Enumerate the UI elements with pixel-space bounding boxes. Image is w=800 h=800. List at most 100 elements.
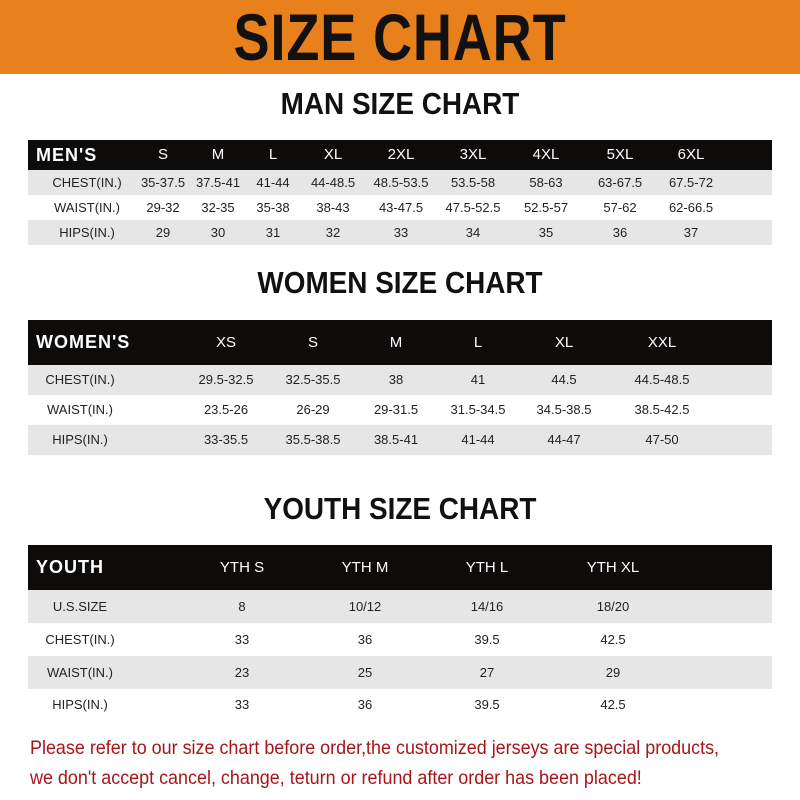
measurement-value: 29 [155, 225, 171, 240]
youth-size-table: YOUTH YTH S YTH M YTH L YTH XL U.S.SIZE 8 10/12… [28, 545, 772, 721]
measurement-label: U.S.SIZE [52, 599, 108, 614]
size-header: 3XL [459, 146, 487, 163]
measurement-value: 35-37.5 [140, 175, 186, 190]
measurement-value: 62-66.5 [668, 200, 714, 215]
size-header: XL [323, 146, 343, 163]
measurement-value: 44.5-48.5 [634, 372, 690, 387]
measurement-value: 32.5-35.5 [285, 372, 341, 387]
measurement-value: 47-50 [645, 432, 679, 447]
measurement-value: 33 [234, 697, 250, 712]
measurement-label: HIPS(IN.) [52, 432, 108, 447]
measurement-value: 63-67.5 [597, 175, 643, 190]
table-row: CHEST(IN.) 29.5-32.5 32.5-35.5 38 41 44.5 44.5… [28, 365, 772, 395]
size-header: M [211, 146, 225, 163]
measurement-value: 23.5-26 [203, 402, 249, 417]
table-header-row: WOMEN'S XS S M L XL XXL [28, 320, 772, 365]
size-header: L [268, 146, 278, 163]
measurement-label: CHEST(IN.) [52, 175, 122, 190]
measurement-value: 42.5 [600, 632, 626, 647]
table-row: CHEST(IN.) 33 36 39.5 42.5 [28, 623, 772, 656]
measurement-value: 47.5-52.5 [445, 200, 501, 215]
measurement-value: 52.5-57 [523, 200, 569, 215]
measurement-value: 38.5-41 [373, 432, 419, 447]
measurement-value: 35.5-38.5 [285, 432, 341, 447]
measurement-value: 26-29 [296, 402, 330, 417]
size-header: S [307, 334, 319, 351]
table-row: CHEST(IN.) 35-37.5 37.5-41 41-44 44-48.5 48.5… [28, 170, 772, 195]
measurement-value: 41-44 [256, 175, 290, 190]
table-corner-label: MEN'S [36, 145, 98, 165]
size-header: XS [215, 334, 237, 351]
size-header: 6XL [677, 146, 705, 163]
measurement-label: HIPS(IN.) [52, 697, 108, 712]
measurement-value: 18/20 [596, 599, 630, 614]
measurement-value: 53.5-58 [450, 175, 496, 190]
measurement-label: CHEST(IN.) [45, 372, 115, 387]
table-header-row: MEN'S S M L XL 2XL 3XL 4XL 5XL 6XL [28, 140, 772, 170]
measurement-value: 31 [265, 225, 281, 240]
measurement-value: 44-47 [547, 432, 581, 447]
table-row: HIPS(IN.) 33-35.5 35.5-38.5 38.5-41 41-44 44-… [28, 425, 772, 455]
size-header: YTH XL [586, 559, 640, 576]
size-header: XL [554, 334, 574, 351]
measurement-label: WAIST(IN.) [54, 200, 120, 215]
measurement-value: 42.5 [600, 697, 626, 712]
men-size-table: MEN'S S M L XL 2XL 3XL 4XL 5XL 6XL CHEST(IN.) 35-37… [28, 140, 772, 245]
table-corner-label: WOMEN'S [36, 332, 131, 352]
measurement-label: WAIST(IN.) [47, 665, 113, 680]
size-header: 4XL [532, 146, 560, 163]
measurement-value: 34.5-38.5 [536, 402, 592, 417]
measurement-value: 29.5-32.5 [198, 372, 254, 387]
measurement-value: 37 [683, 225, 699, 240]
order-notice-line-1: Please refer to our size chart before or… [30, 737, 720, 759]
measurement-value: 67.5-72 [668, 175, 714, 190]
size-header: YTH M [341, 559, 389, 576]
measurement-value: 43-47.5 [378, 200, 424, 215]
size-header: XXL [647, 334, 677, 351]
measurement-value: 48.5-53.5 [373, 175, 429, 190]
measurement-value: 30 [210, 225, 226, 240]
measurement-value: 35 [538, 225, 554, 240]
men-chart-title: MAN SIZE CHART [280, 86, 520, 121]
measurement-label: CHEST(IN.) [45, 632, 115, 647]
table-row: HIPS(IN.) 33 36 39.5 42.5 [28, 689, 772, 721]
order-notice: Please refer to our size chart before or… [30, 733, 719, 793]
size-header: 5XL [606, 146, 634, 163]
measurement-label: WAIST(IN.) [47, 402, 113, 417]
measurement-value: 58-63 [529, 175, 563, 190]
banner-title: SIZE CHART [233, 0, 567, 74]
measurement-value: 23 [234, 665, 250, 680]
measurement-value: 10/12 [348, 599, 382, 614]
measurement-value: 32 [325, 225, 341, 240]
measurement-value: 33 [393, 225, 409, 240]
table-row: WAIST(IN.) 23.5-26 26-29 29-31.5 31.5-34.5 34… [28, 395, 772, 425]
measurement-value: 38 [388, 372, 404, 387]
measurement-value: 39.5 [474, 697, 500, 712]
measurement-value: 41-44 [461, 432, 495, 447]
youth-chart-title: YOUTH SIZE CHART [263, 491, 537, 526]
measurement-value: 44-48.5 [310, 175, 356, 190]
measurement-value: 31.5-34.5 [450, 402, 506, 417]
measurement-value: 38-43 [316, 200, 350, 215]
measurement-value: 8 [238, 599, 246, 614]
measurement-value: 36 [357, 697, 373, 712]
measurement-value: 35-38 [256, 200, 290, 215]
measurement-value: 29-31.5 [373, 402, 419, 417]
measurement-value: 37.5-41 [195, 175, 241, 190]
measurement-value: 14/16 [470, 599, 504, 614]
measurement-value: 27 [479, 665, 495, 680]
table-row: WAIST(IN.) 29-32 32-35 35-38 38-43 43-47.5 47.… [28, 195, 772, 220]
measurement-value: 36 [357, 632, 373, 647]
measurement-value: 29 [605, 665, 621, 680]
order-notice-line-2: we don't accept cancel, change, teturn o… [30, 767, 642, 789]
table-header-row: YOUTH YTH S YTH M YTH L YTH XL [28, 545, 772, 590]
measurement-label: HIPS(IN.) [59, 225, 115, 240]
measurement-value: 44.5 [551, 372, 577, 387]
measurement-value: 34 [465, 225, 481, 240]
size-header: YTH S [219, 559, 265, 576]
measurement-value: 38.5-42.5 [634, 402, 690, 417]
measurement-value: 32-35 [201, 200, 235, 215]
measurement-value: 33 [234, 632, 250, 647]
measurement-value: 36 [612, 225, 628, 240]
measurement-value: 33-35.5 [203, 432, 249, 447]
